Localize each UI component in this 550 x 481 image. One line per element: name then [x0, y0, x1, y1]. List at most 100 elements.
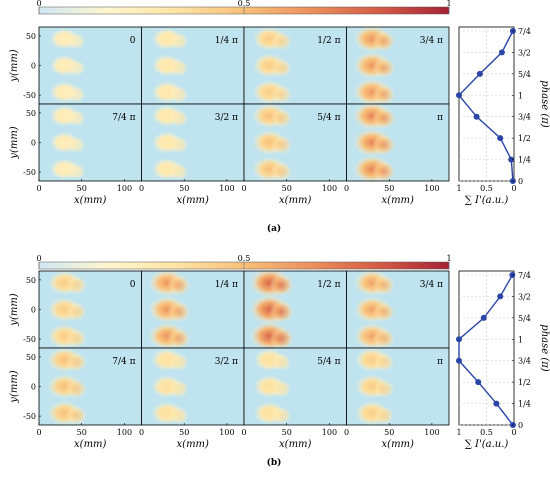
side-y-tick-label: 1/4: [518, 400, 531, 409]
data-point: [456, 357, 462, 364]
flame-blob: [169, 86, 189, 104]
x-tick-label: 50: [179, 428, 189, 437]
y-tick-label: 0: [31, 62, 36, 71]
heatmap-panel: 3/2 π 0 50 100 x(mm): [139, 347, 245, 450]
colorbar-tick-label: 0.5: [238, 254, 251, 263]
figure-caption: (b): [267, 457, 282, 468]
data-point: [473, 113, 480, 120]
side-y-tick-label: 5/4: [518, 314, 531, 323]
side-y-axis-label: phase (π): [539, 324, 550, 372]
phase-label: 1/2 π: [317, 36, 340, 46]
flame-blob: [67, 86, 86, 103]
x-tick-label: 50: [282, 184, 292, 193]
flame-blob: [66, 275, 87, 295]
data-point: [508, 156, 515, 163]
data-point: [497, 135, 504, 142]
flame-blob: [271, 108, 293, 128]
heatmap-panel: 3/4 π: [346, 25, 450, 106]
flame-blob: [271, 161, 293, 182]
flame-blob: [169, 32, 189, 50]
side-y-tick-label: 3/2: [518, 292, 531, 301]
flame-blob: [373, 406, 395, 425]
y-axis-label: y(mm): [9, 126, 20, 160]
x-tick-label: 100: [219, 428, 234, 437]
colorbar-tick-label: 0.5: [238, 0, 251, 8]
heatmap-panel: 5/4 π 0 50 100 x(mm): [241, 347, 347, 450]
side-y-axis-label: phase (π): [539, 80, 550, 128]
x-tick-label: 50: [384, 428, 394, 437]
heatmap-panel: 1/4 π: [141, 269, 245, 350]
side-y-tick-label: 3/2: [518, 48, 531, 57]
y-axis-label: y(mm): [9, 370, 20, 404]
x-tick-label: 0: [241, 184, 246, 193]
y-tick-label: 0: [31, 306, 36, 315]
flame-blob: [167, 301, 191, 323]
flame-blob: [372, 328, 396, 349]
flame-blob: [169, 380, 189, 398]
heatmap-panel: 1/4 π: [141, 26, 245, 105]
side-y-tick-label: 3/4: [518, 113, 531, 122]
x-axis-label: x(mm): [279, 439, 312, 450]
data-point: [475, 379, 482, 386]
flame-blob: [67, 110, 86, 127]
side-x-tick-label: 0.5: [480, 184, 493, 193]
side-y-tick-label: 1: [518, 335, 523, 344]
phase-label: 0: [130, 36, 136, 46]
flame-blob: [67, 136, 86, 154]
side-y-tick-label: 5/4: [518, 70, 531, 79]
phase-label: 1/4 π: [215, 36, 238, 46]
x-tick-label: 100: [219, 184, 234, 193]
phase-label: 3/4 π: [420, 280, 443, 290]
flame-blob: [66, 379, 88, 399]
figure-caption: (a): [267, 223, 281, 234]
flame-blob: [169, 109, 189, 127]
x-tick-label: 100: [117, 184, 132, 193]
phase-label: 1/4 π: [215, 280, 238, 290]
x-axis-label: x(mm): [177, 439, 210, 450]
x-tick-label: 0: [36, 428, 41, 437]
flame-blob: [66, 329, 87, 348]
flame-blob: [167, 274, 191, 296]
flame-blob: [373, 352, 395, 372]
x-tick-label: 0: [344, 184, 349, 193]
y-axis-label: y(mm): [9, 293, 20, 327]
side-y-tick-label: 7/4: [518, 27, 531, 36]
side-y-tick-label: 0: [518, 177, 523, 186]
heatmap-panel: 0 50 0 -50y(mm): [9, 26, 142, 105]
flame-blob: [67, 33, 86, 50]
side-y-tick-label: 1/4: [518, 156, 531, 165]
heatmap-panel: π 0 50 100 x(mm): [344, 347, 450, 450]
flame-blob: [269, 327, 295, 350]
data-point: [480, 314, 487, 321]
phase-label: 3/2 π: [215, 357, 238, 367]
flame-blob: [169, 353, 189, 371]
phase-label: 5/4 π: [317, 113, 340, 123]
y-tick-label: -50: [23, 412, 36, 421]
flame-blob: [66, 302, 87, 322]
phase-label: 3/2 π: [215, 113, 238, 123]
flame-blob: [169, 136, 189, 154]
y-tick-label: -50: [23, 168, 36, 177]
phase-label: 7/4 π: [112, 113, 135, 123]
flame-blob: [373, 379, 395, 399]
x-axis-label: x(mm): [74, 195, 107, 206]
series-line: [458, 30, 514, 182]
x-tick-label: 100: [424, 184, 439, 193]
x-tick-label: 0: [241, 428, 246, 437]
phase-label: 7/4 π: [112, 357, 135, 367]
heatmap-panel: 3/2 π 0 50 100 x(mm): [139, 103, 245, 206]
flame-blob: [66, 352, 88, 372]
y-axis-label: y(mm): [9, 49, 20, 83]
flame-blob: [169, 406, 189, 425]
side-x-tick-label: 1: [456, 428, 461, 437]
colorbar-tick-label: 0: [36, 0, 41, 8]
flame-blob: [169, 163, 189, 181]
x-tick-label: 50: [179, 184, 189, 193]
y-tick-label: 0: [31, 383, 36, 392]
x-tick-label: 50: [77, 184, 87, 193]
y-tick-label: 50: [26, 276, 36, 285]
